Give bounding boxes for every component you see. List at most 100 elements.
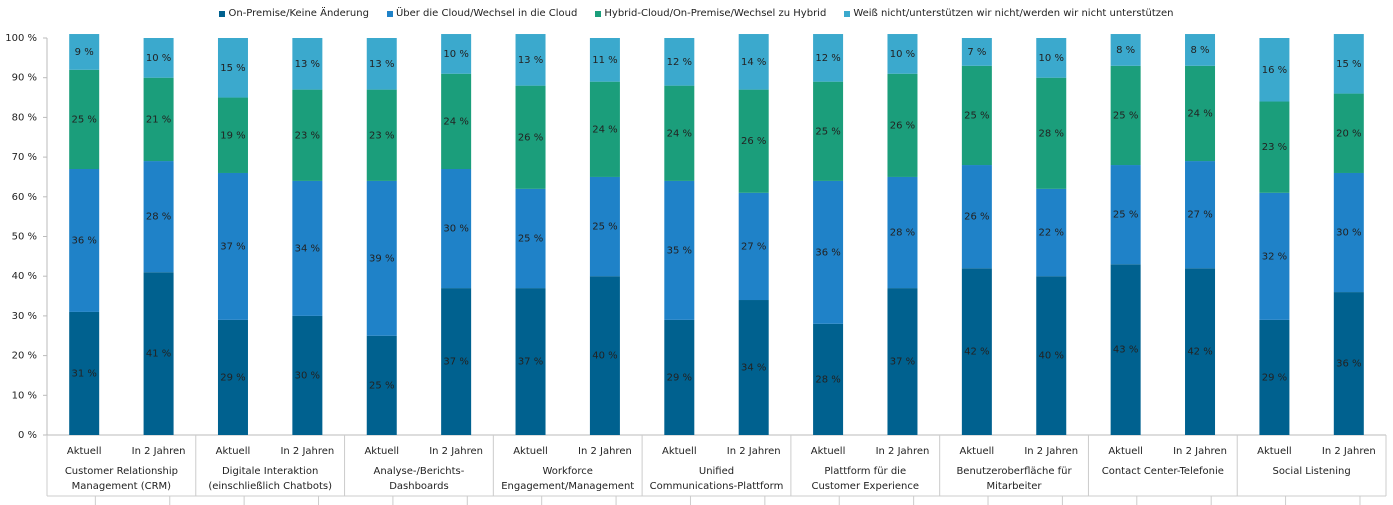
group-label: Contact Center-Telefonie: [1101, 466, 1224, 477]
bar-segment: [292, 315, 323, 435]
data-label: 15 %: [220, 63, 245, 74]
x-tick-label: In 2 Jahren: [578, 446, 632, 457]
data-label: 20 %: [1336, 128, 1361, 139]
bar-segment: [589, 276, 620, 435]
bar-segment: [1333, 172, 1364, 293]
legend-label: Hybrid-Cloud/On-Premise/Wechsel zu Hybri…: [604, 8, 827, 19]
data-label: 28 %: [815, 374, 840, 385]
data-label: 28 %: [146, 212, 171, 223]
bar-segment: [217, 38, 248, 98]
bar-segment: [664, 319, 695, 435]
bar-segment: [664, 85, 695, 181]
bar-segment: [887, 73, 918, 177]
bar-segment: [887, 34, 918, 74]
bar-segment: [217, 97, 248, 173]
bar-segment: [813, 180, 844, 324]
bar-segment: [441, 34, 472, 74]
bar-segment: [1036, 38, 1067, 78]
bar-segment: [366, 38, 397, 90]
bar-segment: [1185, 161, 1216, 269]
legend-item: Weiß nicht/unterstützen wir nicht/werden…: [844, 8, 1174, 19]
group-label: Workforce Engagement/Management: [501, 466, 635, 492]
bar-segment: [1333, 93, 1364, 173]
bar-segment: [69, 69, 100, 170]
bar-segment: [1036, 188, 1067, 277]
legend-swatch: [844, 10, 851, 17]
legend-swatch: [595, 10, 602, 17]
y-tick-label: 90 %: [12, 73, 37, 84]
data-label: 37 %: [220, 241, 245, 252]
data-label: 10 %: [146, 53, 171, 64]
bar-segment: [366, 180, 397, 336]
data-label: 42 %: [964, 347, 989, 358]
x-tick-label: In 2 Jahren: [280, 446, 334, 457]
data-label: 12 %: [815, 53, 840, 64]
bar-segment: [366, 335, 397, 435]
x-tick-label: In 2 Jahren: [132, 446, 186, 457]
bar-segment: [813, 323, 844, 435]
bar-segment: [69, 311, 100, 435]
y-tick-label: 50 %: [12, 232, 37, 243]
x-tick-label: In 2 Jahren: [1173, 446, 1227, 457]
data-label: 13 %: [295, 59, 320, 70]
data-label: 35 %: [667, 245, 692, 256]
bar-segment: [69, 34, 100, 70]
bar-segment: [143, 161, 174, 273]
data-label: 39 %: [369, 253, 394, 264]
bar-segment: [887, 288, 918, 435]
data-label: 37 %: [518, 357, 543, 368]
data-label: 25 %: [71, 114, 96, 125]
data-label: 32 %: [1262, 251, 1287, 262]
group-label: Customer Relationship Management (CRM): [64, 466, 178, 492]
legend-label: Über die Cloud/Wechsel in die Cloud: [395, 8, 578, 19]
data-label: 16 %: [1262, 65, 1287, 76]
x-tick-label: In 2 Jahren: [1322, 446, 1376, 457]
data-label: 23 %: [369, 130, 394, 141]
bar-segment: [664, 38, 695, 86]
y-tick-label: 40 %: [12, 271, 37, 282]
data-label: 13 %: [369, 59, 394, 70]
bar-segment: [738, 192, 769, 301]
bar-segment: [1333, 292, 1364, 435]
bar-segment: [887, 176, 918, 289]
data-label: 31 %: [71, 368, 96, 379]
data-label: 37 %: [443, 357, 468, 368]
data-label: 23 %: [295, 130, 320, 141]
x-tick-label: In 2 Jahren: [876, 446, 930, 457]
bar-segment: [515, 288, 546, 435]
legend-item: Hybrid-Cloud/On-Premise/Wechsel zu Hybri…: [595, 8, 826, 19]
bar-segment: [1036, 77, 1067, 189]
bar-segment: [1259, 38, 1290, 102]
x-tick-label: Aktuell: [1108, 446, 1143, 457]
bar-segment: [1333, 34, 1364, 94]
data-label: 25 %: [518, 233, 543, 244]
x-tick-label: Aktuell: [1257, 446, 1292, 457]
legend-item: On-Premise/Keine Änderung: [219, 8, 369, 19]
bar-segment: [1185, 34, 1216, 66]
data-label: 26 %: [964, 212, 989, 223]
data-label: 34 %: [741, 363, 766, 374]
x-tick-label: In 2 Jahren: [727, 446, 781, 457]
x-tick-label: In 2 Jahren: [1024, 446, 1078, 457]
data-label: 25 %: [1113, 110, 1138, 121]
y-tick-label: 20 %: [12, 351, 37, 362]
bar-segment: [217, 172, 248, 320]
data-label: 24 %: [592, 124, 617, 135]
data-label: 25 %: [815, 126, 840, 137]
data-label: 8 %: [1116, 45, 1135, 56]
bar-segment: [961, 268, 992, 435]
legend: On-Premise/Keine Änderung Über die Cloud/…: [0, 8, 1393, 19]
bar-segment: [143, 272, 174, 435]
bar-segment: [143, 77, 174, 162]
x-tick-label: Aktuell: [364, 446, 399, 457]
data-label: 40 %: [592, 351, 617, 362]
bar-segment: [1036, 276, 1067, 435]
bar-segment: [738, 34, 769, 90]
bar-segment: [1259, 192, 1290, 320]
x-tick-label: Aktuell: [811, 446, 846, 457]
bar-segment: [1110, 264, 1141, 435]
bar-segment: [217, 319, 248, 435]
bar-segment: [589, 81, 620, 177]
